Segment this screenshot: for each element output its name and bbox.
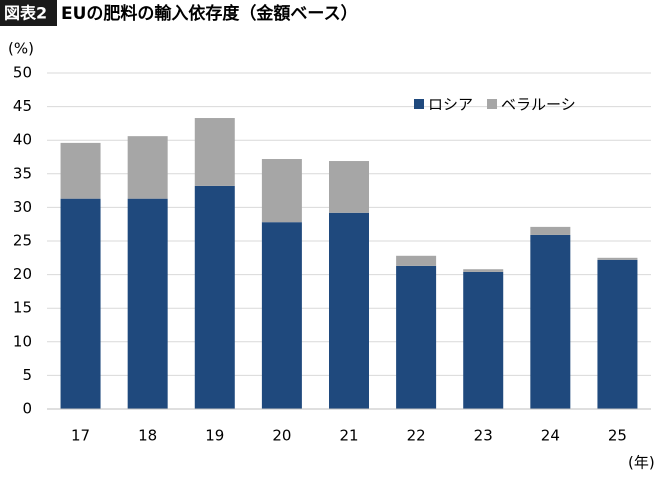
x-tick-label: 19	[205, 427, 224, 445]
x-tick-label: 24	[541, 427, 560, 445]
y-tick-label: 50	[13, 64, 32, 82]
bar-segment	[396, 255, 437, 266]
bar-segment	[127, 136, 168, 199]
figure-label: 図表2	[4, 4, 47, 23]
x-tick-label: 22	[407, 427, 426, 445]
y-tick-label: 0	[22, 400, 32, 418]
bar-segment	[261, 159, 302, 223]
bar-segment	[194, 118, 235, 186]
y-tick-label: 30	[13, 198, 32, 216]
y-tick-label: 35	[13, 164, 32, 182]
x-tick-label: 18	[138, 427, 157, 445]
y-tick-label: 10	[13, 332, 32, 350]
bar-segment	[597, 257, 638, 260]
bar-segment	[597, 259, 638, 409]
legend-label: ベラルーシ	[501, 96, 576, 114]
chart-title: EUの肥料の輸入依存度（金額ベース）	[61, 3, 358, 24]
y-axis-label: (%)	[8, 40, 34, 58]
bar-segment	[530, 234, 571, 409]
legend-swatch	[414, 99, 424, 109]
bar-segment	[329, 212, 369, 409]
y-tick-label: 45	[13, 97, 32, 115]
x-tick-label: 17	[71, 427, 90, 445]
bar-segment	[60, 198, 101, 409]
bar-segment	[261, 222, 302, 409]
bar-segment	[463, 269, 504, 272]
x-tick-label: 23	[474, 427, 493, 445]
legend-swatch	[487, 99, 498, 109]
x-tick-label: 21	[339, 427, 358, 445]
bar-segment	[329, 161, 369, 213]
x-tick-label: 25	[608, 427, 627, 445]
y-tick-label: 15	[13, 299, 32, 317]
bar-segment	[530, 226, 571, 235]
bar-segment	[127, 198, 168, 409]
y-tick-label: 20	[13, 265, 32, 283]
y-tick-label: 5	[22, 366, 32, 384]
y-tick-label: 40	[13, 131, 32, 149]
x-axis-label: (年)	[628, 454, 655, 472]
y-tick-label: 25	[13, 232, 32, 250]
x-tick-label: 20	[272, 427, 291, 445]
bar-segment	[194, 185, 235, 409]
legend-label: ロシア	[428, 96, 473, 114]
bar-segment	[60, 142, 101, 199]
bar-segment	[396, 265, 437, 409]
figure-label-box	[0, 0, 57, 26]
bar-segment	[463, 271, 504, 409]
